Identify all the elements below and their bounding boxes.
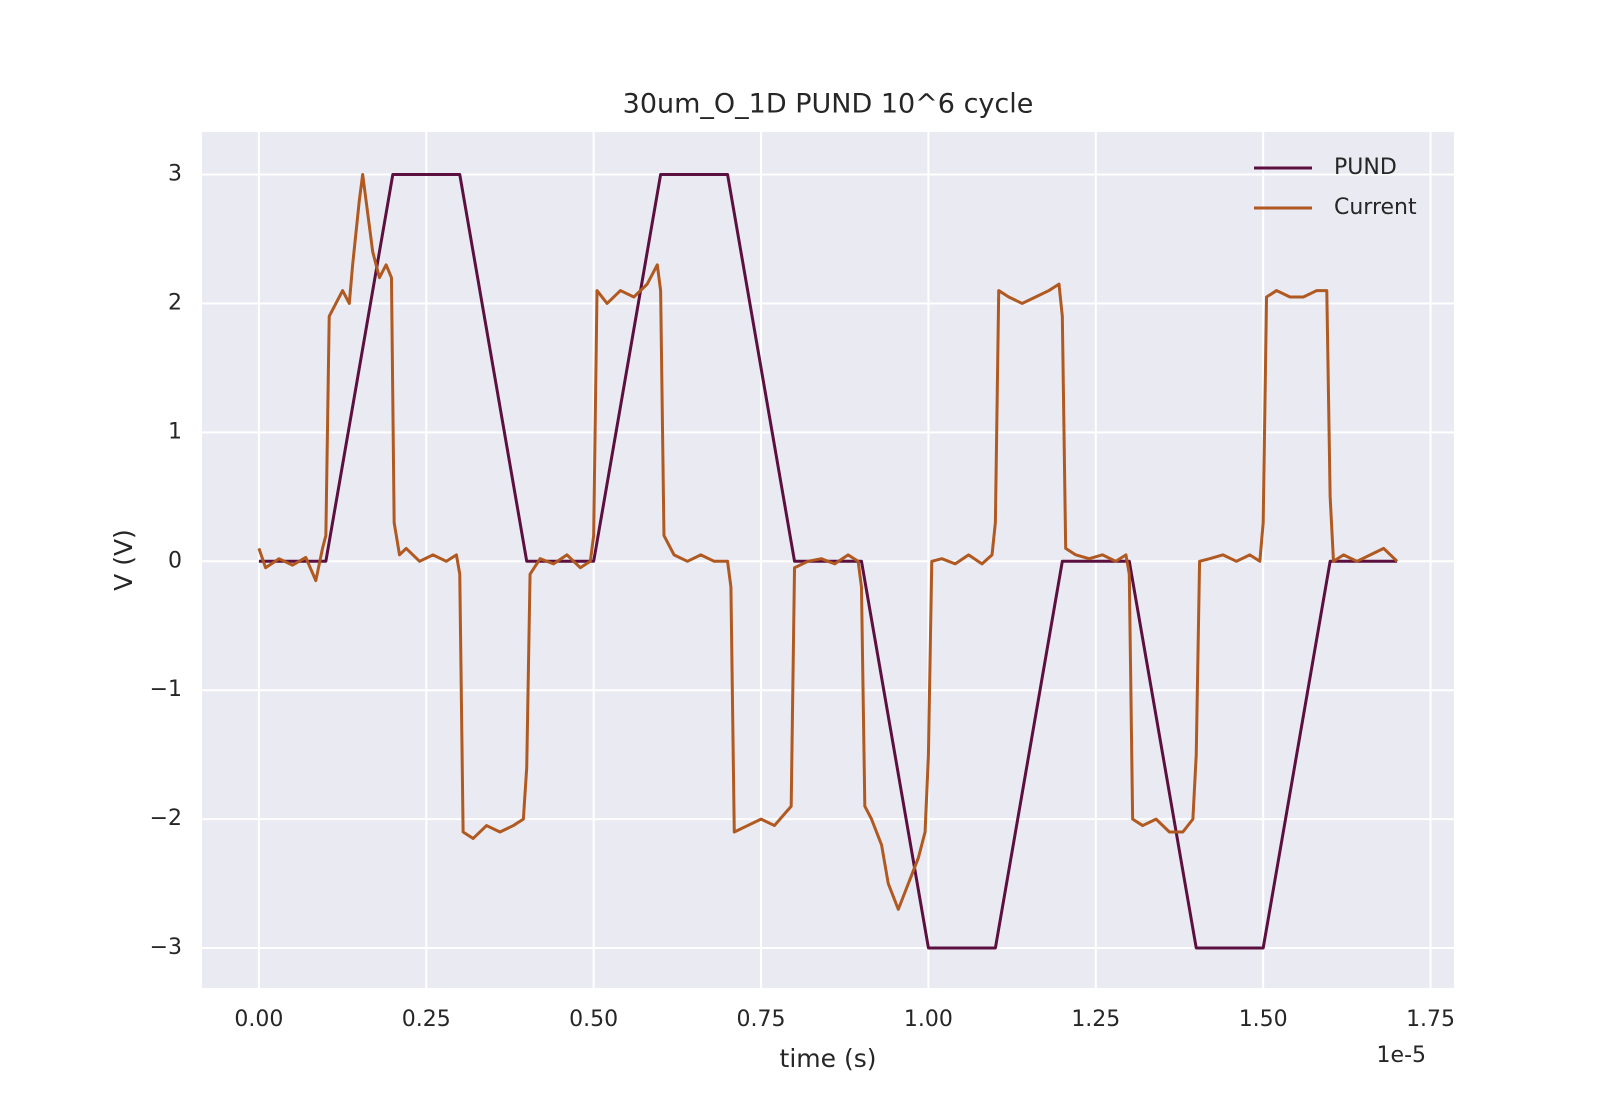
x-axis-label: time (s) <box>780 1044 877 1073</box>
legend-label: PUND <box>1334 155 1397 180</box>
y-tick-label: −3 <box>150 935 182 960</box>
x-tick-label: 0.75 <box>737 1007 786 1032</box>
legend-label: Current <box>1334 195 1417 220</box>
x-tick-label: 1.00 <box>904 1007 953 1032</box>
y-tick-label: 1 <box>168 419 182 444</box>
y-axis-label: V (V) <box>109 529 138 591</box>
y-tick-label: 3 <box>168 162 182 187</box>
data-line <box>257 173 1399 911</box>
y-tick-label: 2 <box>168 290 182 315</box>
x-tick-label: 0.25 <box>402 1007 451 1032</box>
y-tick-label: 0 <box>168 548 182 573</box>
x-offset-label: 1e-5 <box>1377 1043 1426 1068</box>
x-tick-label: 0.00 <box>234 1007 283 1032</box>
x-tick-label: 0.50 <box>569 1007 618 1032</box>
y-tick-label: −1 <box>150 677 182 702</box>
x-tick-label: 1.75 <box>1406 1007 1455 1032</box>
y-tick-label: −2 <box>150 806 182 831</box>
x-tick-label: 1.50 <box>1239 1007 1288 1032</box>
chart-title: 30um_O_1D PUND 10^6 cycle <box>623 89 1034 120</box>
x-tick-label: 1.25 <box>1071 1007 1120 1032</box>
